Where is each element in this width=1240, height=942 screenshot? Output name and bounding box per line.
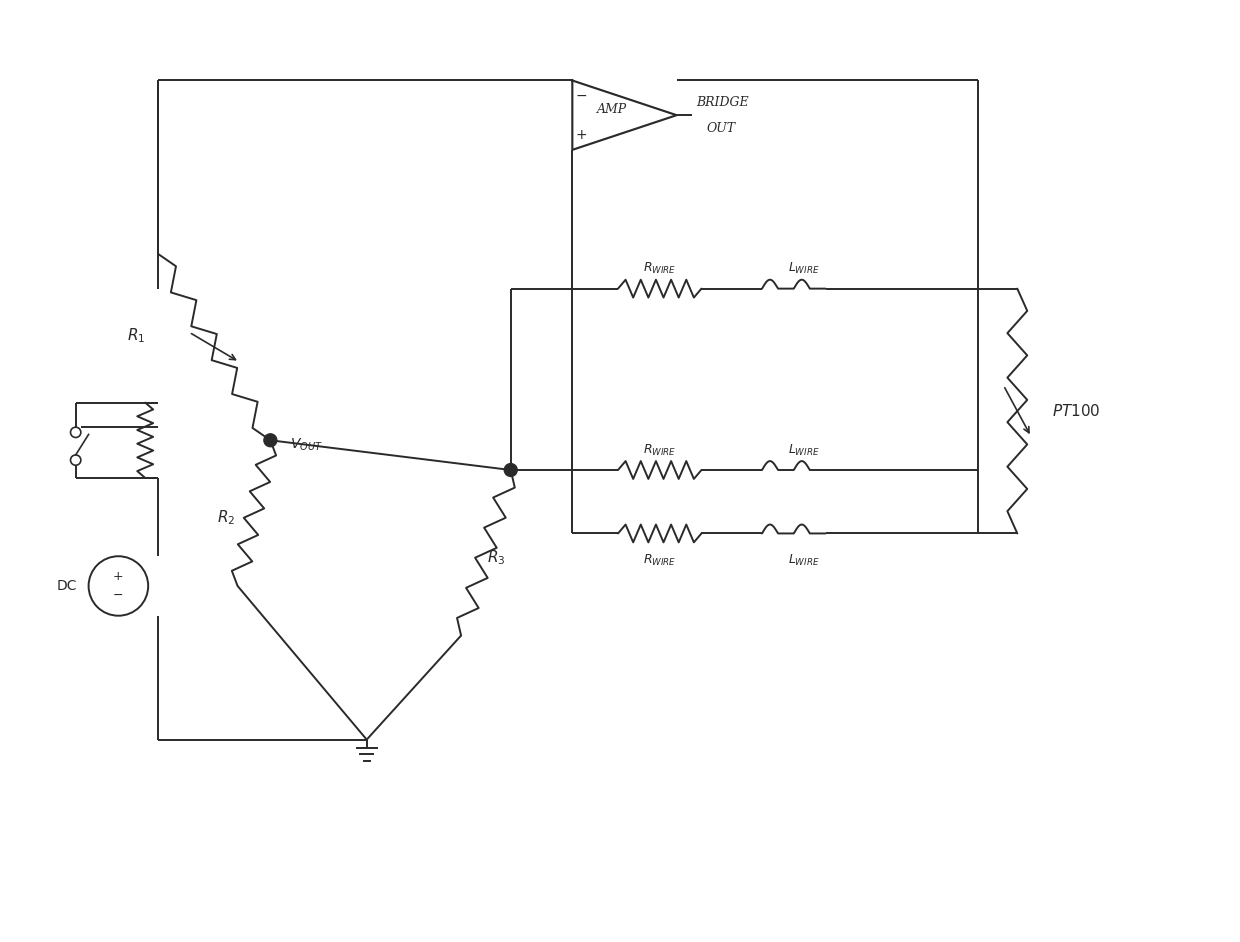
Text: −: − bbox=[575, 89, 587, 103]
Text: $PT100$: $PT100$ bbox=[1052, 403, 1101, 419]
Text: +: + bbox=[575, 127, 587, 141]
Text: DC: DC bbox=[57, 579, 77, 593]
Text: $R_{WIRE}$: $R_{WIRE}$ bbox=[644, 553, 677, 568]
Text: $R_2$: $R_2$ bbox=[217, 509, 234, 528]
Text: $L_{WIRE}$: $L_{WIRE}$ bbox=[787, 553, 820, 568]
Text: OUT: OUT bbox=[707, 122, 735, 135]
Text: $R_{WIRE}$: $R_{WIRE}$ bbox=[644, 261, 677, 276]
Text: $V_{OUT}$: $V_{OUT}$ bbox=[290, 437, 324, 453]
Text: −: − bbox=[113, 590, 124, 602]
Text: +: + bbox=[113, 570, 124, 582]
Circle shape bbox=[264, 434, 277, 447]
Text: $L_{WIRE}$: $L_{WIRE}$ bbox=[787, 443, 820, 458]
Text: $R_{WIRE}$: $R_{WIRE}$ bbox=[644, 443, 677, 458]
Text: $L_{WIRE}$: $L_{WIRE}$ bbox=[787, 261, 820, 276]
Text: $R_3$: $R_3$ bbox=[486, 548, 505, 567]
Text: BRIDGE: BRIDGE bbox=[697, 96, 749, 108]
Circle shape bbox=[505, 463, 517, 477]
Text: AMP: AMP bbox=[596, 103, 627, 116]
Text: $R_1$: $R_1$ bbox=[128, 326, 145, 345]
